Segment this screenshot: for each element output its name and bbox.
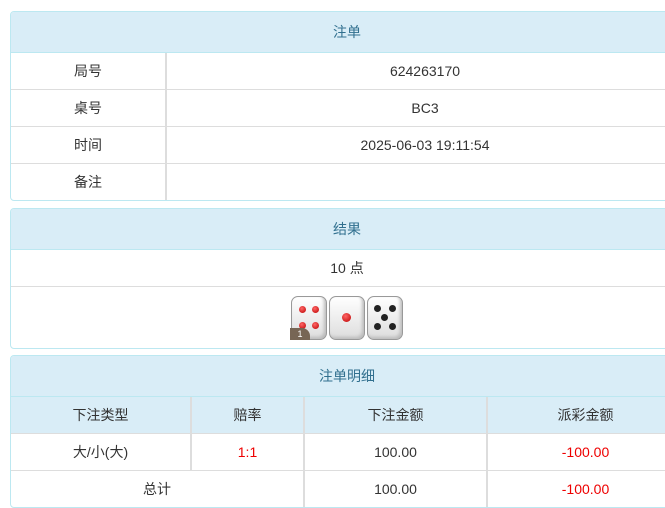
header-payout: 派彩金额: [486, 397, 665, 434]
table-number: BC3: [165, 89, 665, 127]
header-odds: 赔率: [190, 397, 304, 434]
die-icon-five: [367, 296, 403, 340]
time-value: 2025-06-03 19:11:54: [165, 126, 665, 164]
order-panel-title: 注单: [11, 12, 665, 53]
die-badge: 1: [290, 328, 310, 340]
dice-row: 1: [11, 287, 665, 348]
total-label: 总计: [11, 470, 304, 507]
total-payout: -100.00: [486, 470, 665, 507]
result-panel-title: 结果: [11, 209, 665, 250]
row-label: 局号: [74, 63, 102, 79]
detail-panel: 注单明细 下注类型 赔率 下注金额 派彩金额 大/小(大) 1:1 100.00…: [10, 355, 665, 508]
table-row: 局号 624263170: [11, 53, 665, 90]
row-label: 桌号: [11, 89, 166, 127]
order-table: 局号 624263170 桌号 BC3 时间 2025-06-03 19:11:54 …: [11, 53, 665, 200]
bet-type: 大/小(大): [11, 433, 191, 471]
header-bet-type: 下注类型: [72, 407, 129, 423]
table-header: 下注类型 赔率 下注金额 派彩金额: [11, 397, 665, 434]
row-label: 备注: [11, 163, 166, 200]
total-amount: 100.00: [303, 470, 487, 507]
detail-table: 下注类型 赔率 下注金额 派彩金额 大/小(大) 1:1 100.00 -100…: [11, 397, 665, 507]
remark-value: [165, 163, 665, 200]
odds: 1:1: [190, 433, 304, 471]
table-row: 桌号 BC3: [11, 89, 665, 127]
result-panel: 结果 10 点 1: [10, 208, 665, 349]
bet-amount: 100.00: [303, 433, 487, 471]
table-row: 时间 2025-06-03 19:11:54: [11, 126, 665, 164]
order-panel: 注单 局号 624263170 桌号 BC3 时间 2025-06-03 19:11:…: [10, 11, 665, 201]
payout: -100.00: [486, 433, 665, 471]
detail-panel-title: 注单明细: [11, 356, 665, 397]
table-row: 备注: [11, 163, 665, 200]
die-icon-four: 1: [290, 296, 327, 340]
round-number: 624263170: [165, 53, 665, 90]
row-label: 时间: [11, 126, 166, 164]
result-points: 10 点: [11, 250, 665, 287]
table-row: 大/小(大) 1:1 100.00 -100.00: [11, 433, 665, 471]
total-row: 总计 100.00 -100.00: [11, 470, 665, 507]
die-icon-one: [329, 296, 365, 340]
header-bet-amount: 下注金额: [303, 397, 487, 434]
